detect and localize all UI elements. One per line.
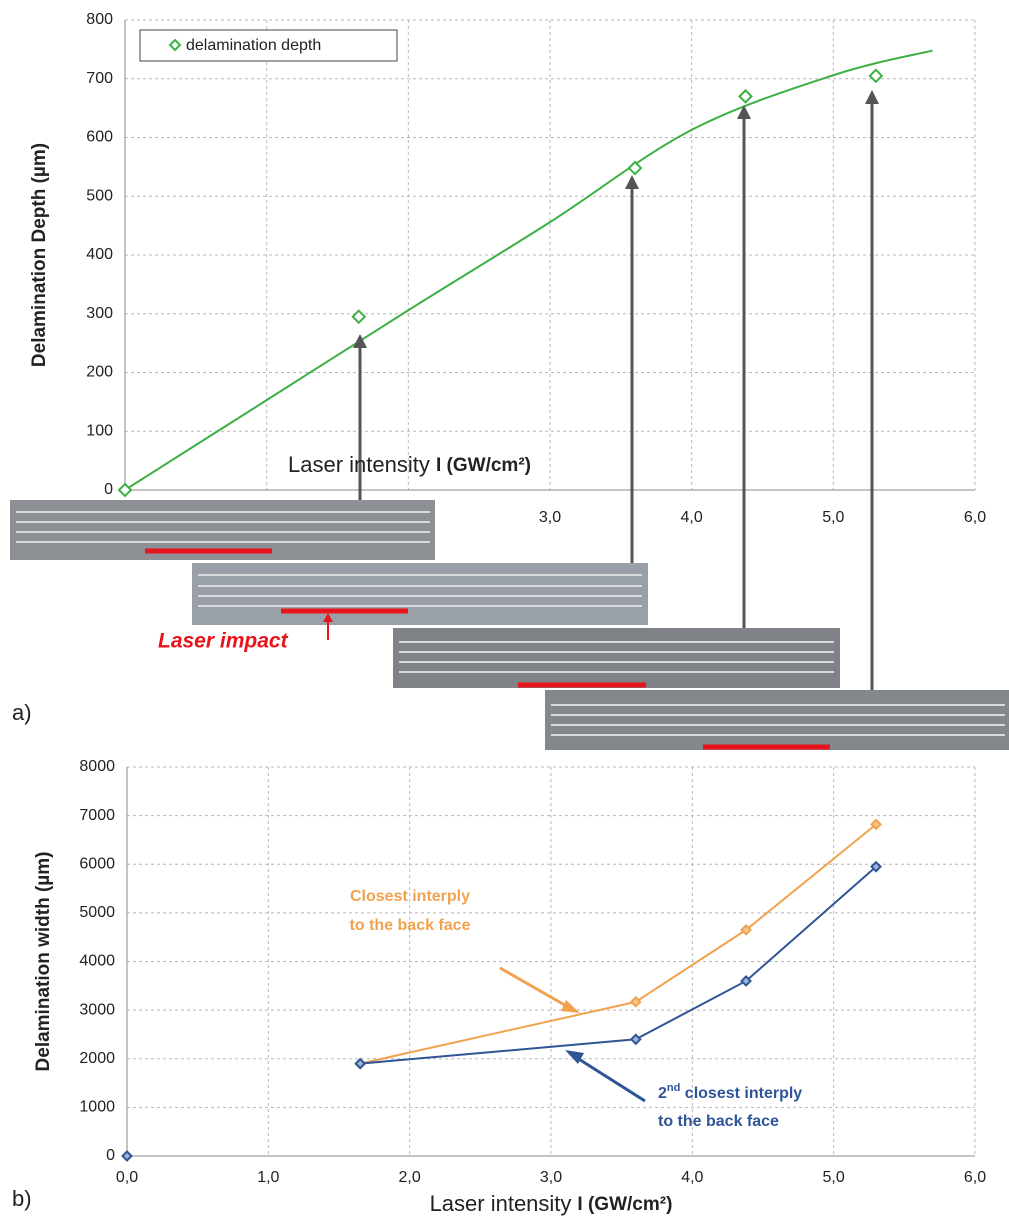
- x-axis-title: Laser intensity I (GW/cm²): [430, 1191, 673, 1216]
- y-tick-label: 400: [86, 246, 113, 263]
- marker: [738, 88, 753, 104]
- panel-label: b): [12, 1186, 32, 1211]
- y-tick-label: 4000: [79, 953, 115, 970]
- y-tick-label: 6000: [79, 855, 115, 872]
- x-tick-label: 6,0: [964, 1169, 986, 1186]
- marker: [121, 1150, 133, 1162]
- marker: [629, 995, 642, 1008]
- y-tick-label: 0: [104, 481, 113, 498]
- annotation-arrow: [499, 966, 571, 1010]
- y-tick-label: 1000: [79, 1099, 115, 1116]
- y-axis-title: Delamination width (µm): [33, 852, 54, 1072]
- y-tick-label: 600: [86, 129, 113, 146]
- marker: [627, 160, 643, 176]
- y-tick-label: 300: [86, 305, 113, 322]
- line: [359, 823, 877, 1065]
- fit-curve: [124, 49, 933, 491]
- annotation-text: Laser intensity: [288, 452, 430, 477]
- y-tick-label: 100: [86, 422, 113, 439]
- x-tick-label: 4,0: [681, 1169, 703, 1186]
- annotation-arrow-head: [561, 1000, 580, 1013]
- marker: [629, 1033, 642, 1046]
- chart-b: 0 1000 2000 3000 4000 5000 6000 7000 8000 0,0 1,0 2…: [33, 758, 986, 1216]
- x-tick-label: 6,0: [964, 509, 986, 526]
- micrograph: [192, 563, 648, 625]
- annotation-arrow: [573, 1054, 646, 1103]
- annotation-text: 2: [658, 1085, 667, 1102]
- annotation: Closest interply: [350, 888, 470, 905]
- legend-label: delamination depth: [186, 37, 321, 54]
- annotation: Laser intensity I (GW/cm²): [288, 452, 531, 477]
- marker: [740, 923, 752, 936]
- annotation-text: closest interply: [680, 1085, 802, 1102]
- impact-bars: [145, 548, 830, 750]
- x-tick-label: 5,0: [822, 509, 844, 526]
- x-tick-label: 4,0: [681, 509, 703, 526]
- x-tick-label: 3,0: [539, 509, 561, 526]
- laser-impact: Laser impact: [158, 630, 289, 653]
- marker: [354, 1057, 367, 1070]
- y-tick-label: 500: [86, 187, 113, 204]
- annotation: to the back face: [658, 1113, 779, 1130]
- line: [360, 865, 877, 1065]
- chart-a: 01002003004005006007008000,01,02,03,04,0…: [29, 11, 986, 526]
- y-axis-title: Delamination Depth (µm): [29, 143, 50, 367]
- y-tick-label: 0: [106, 1147, 115, 1164]
- y-tick-label: 200: [86, 364, 113, 381]
- marker: [351, 309, 367, 325]
- marker: [740, 975, 752, 987]
- y-tick-label: 5000: [79, 904, 115, 921]
- annotation: 2nd closest interply: [658, 1082, 802, 1102]
- x-tick-label: 5,0: [823, 1169, 845, 1186]
- panel-label: a): [12, 700, 32, 725]
- impact-arrow-head: [323, 613, 333, 622]
- annotation-arrow-head: [565, 1050, 584, 1064]
- arrow-heads: [353, 90, 879, 348]
- x-axis-title-part: Laser intensity: [430, 1191, 572, 1216]
- annotation-text: I (GW/cm²): [436, 455, 531, 476]
- marker: [870, 818, 882, 831]
- x-tick-label: 0,0: [116, 1169, 138, 1186]
- y-tick-label: 3000: [79, 1001, 115, 1018]
- annotation-sup: nd: [667, 1082, 680, 1094]
- x-axis-title-part: I (GW/cm²): [577, 1194, 672, 1215]
- texture: [16, 511, 1005, 736]
- y-tick-label: 8000: [79, 758, 115, 775]
- marker: [868, 68, 884, 84]
- micrograph: [545, 690, 1009, 750]
- y-tick-label: 2000: [79, 1050, 115, 1067]
- y-tick-label: 800: [86, 11, 113, 28]
- pointer-arrows: [358, 101, 874, 690]
- y-tick-label: 700: [86, 70, 113, 87]
- x-tick-label: 3,0: [540, 1169, 562, 1186]
- marker: [870, 860, 882, 873]
- micrographs: [10, 90, 1009, 750]
- legend-marker: [168, 38, 182, 52]
- marker: [117, 482, 133, 498]
- micrograph: [393, 628, 840, 688]
- x-tick-label: 2,0: [399, 1169, 421, 1186]
- y-tick-label: 7000: [79, 807, 115, 824]
- x-tick-label: 1,0: [257, 1169, 279, 1186]
- annotation: to the back face: [350, 917, 471, 934]
- legend-box: [139, 29, 398, 62]
